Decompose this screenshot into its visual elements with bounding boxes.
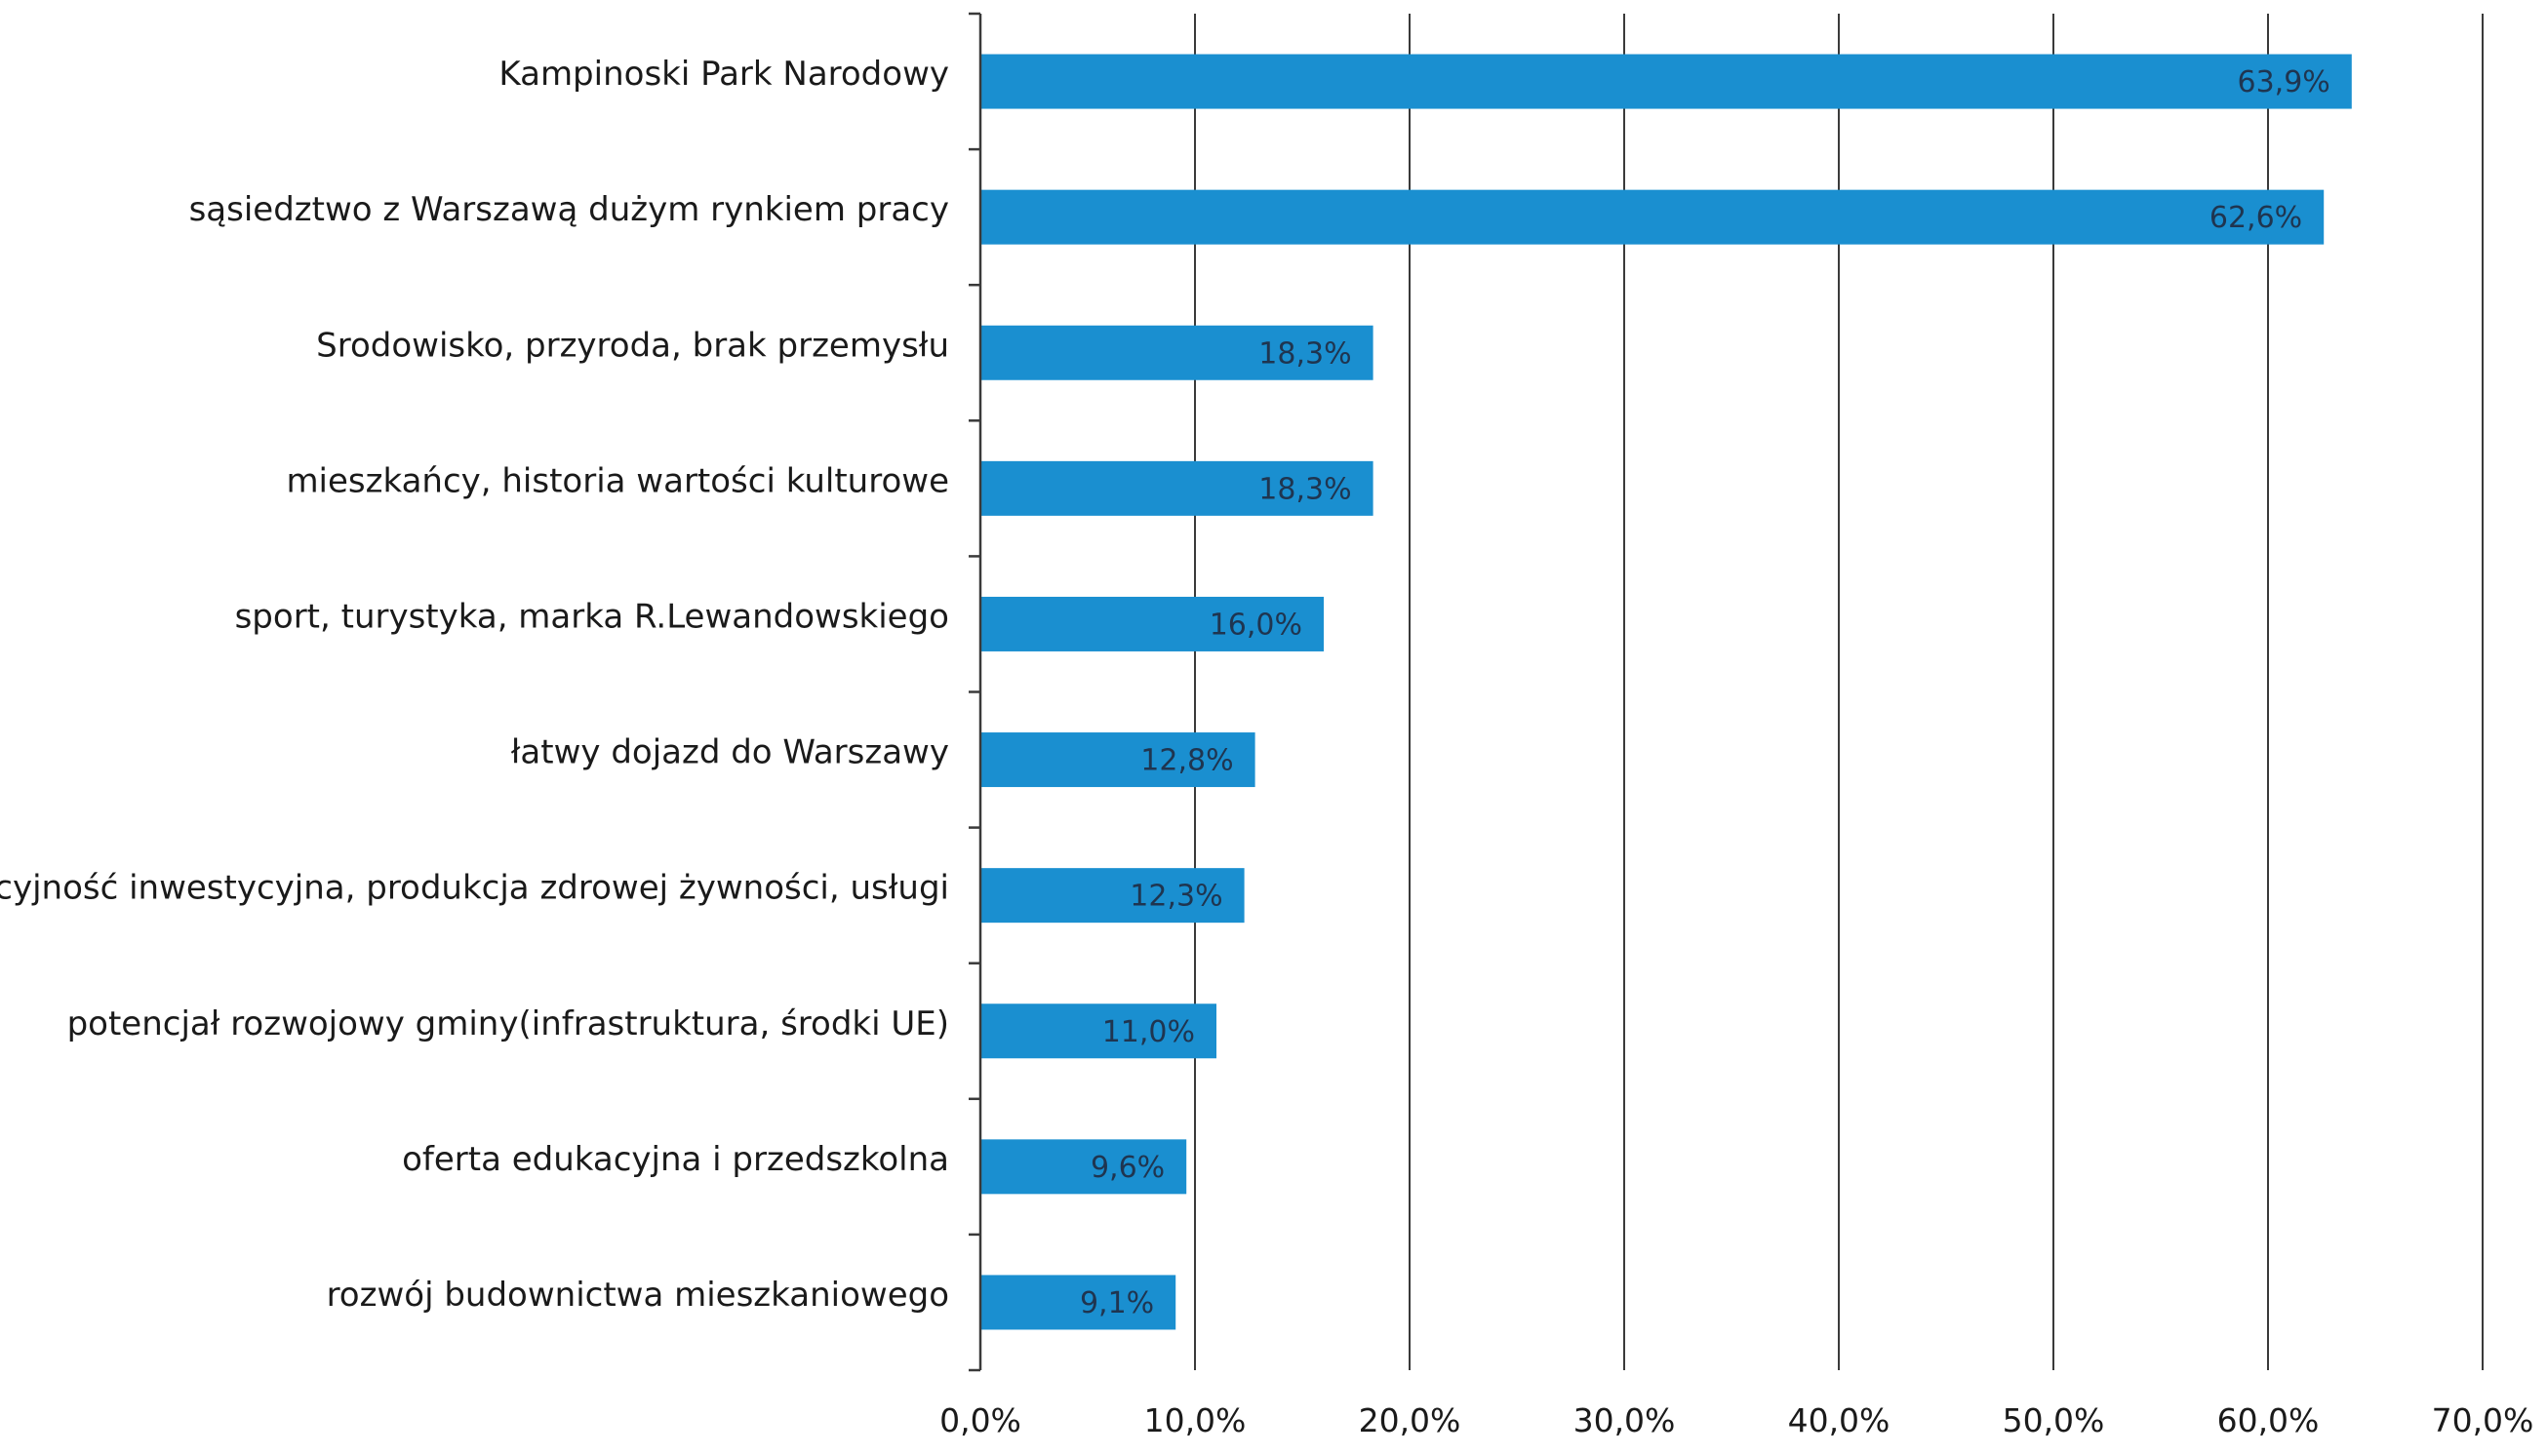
x-tick-label: 0,0% xyxy=(939,1401,1021,1439)
bar xyxy=(980,596,1324,651)
data-label: 12,3% xyxy=(1130,880,1222,914)
x-tick-label: 50,0% xyxy=(2003,1401,2105,1439)
bar xyxy=(980,1139,1187,1195)
x-tick-label: 20,0% xyxy=(1359,1401,1461,1439)
bar xyxy=(980,732,1255,788)
x-tick-label: 60,0% xyxy=(2217,1401,2320,1439)
category-label: sport, turystyka, marka R.Lewandowskiego xyxy=(235,597,949,636)
bar xyxy=(980,54,2352,109)
data-label: 11,0% xyxy=(1102,1015,1195,1049)
x-tick-label: 10,0% xyxy=(1144,1401,1247,1439)
y-axis xyxy=(969,12,982,1372)
bar xyxy=(980,325,1373,380)
category-label: potencjał rozwojowy gminy(infrastruktura… xyxy=(67,1004,949,1043)
category-label: łatwy dojazd do Warszawy xyxy=(511,733,949,772)
x-tick-label: 40,0% xyxy=(1788,1401,1890,1439)
data-label: 18,3% xyxy=(1258,472,1351,506)
data-label: 9,6% xyxy=(1091,1151,1165,1185)
category-label: Srodowisko, przyroda, brak przemysłu xyxy=(316,326,949,365)
category-label: sąsiedztwo z Warszawą dużym rynkiem prac… xyxy=(189,190,949,229)
data-labels: 63,9% 62,6% 18,3% 18,3% 16,0% 12,8% 12,3% 11,0%… xyxy=(1080,65,2330,1320)
category-label: Kampinoski Park Narodowy xyxy=(498,55,949,94)
data-label: 62,6% xyxy=(2209,201,2302,235)
category-label: rozwój budownictwa mieszkaniowego xyxy=(327,1276,949,1315)
x-tick-label: 30,0% xyxy=(1573,1401,1676,1439)
data-label: 63,9% xyxy=(2237,65,2329,99)
data-label: 18,3% xyxy=(1258,336,1351,371)
category-labels: Kampinoski Park Narodowy sąsiedztwo z War… xyxy=(0,55,949,1315)
x-axis: 0,0% 10,0% 20,0% 30,0% 40,0% 50,0% 60,0% 70,0% xyxy=(939,1401,2533,1439)
data-label: 12,8% xyxy=(1140,744,1233,778)
bar xyxy=(980,1275,1176,1330)
bar xyxy=(980,868,1245,924)
bar xyxy=(980,1003,1216,1059)
category-label: mieszkańcy, historia wartości kulturowe xyxy=(286,461,949,500)
category-label: oferta edukacyjna i przedszkolna xyxy=(402,1140,949,1179)
category-label: atrakcyjność inwestycyjna, produkcja zdr… xyxy=(0,869,949,908)
data-label: 9,1% xyxy=(1080,1286,1154,1320)
x-tick-label: 70,0% xyxy=(2432,1401,2534,1439)
bar xyxy=(980,460,1373,516)
data-label: 16,0% xyxy=(1210,608,1302,642)
bar xyxy=(980,189,2325,245)
bars xyxy=(980,54,2352,1330)
